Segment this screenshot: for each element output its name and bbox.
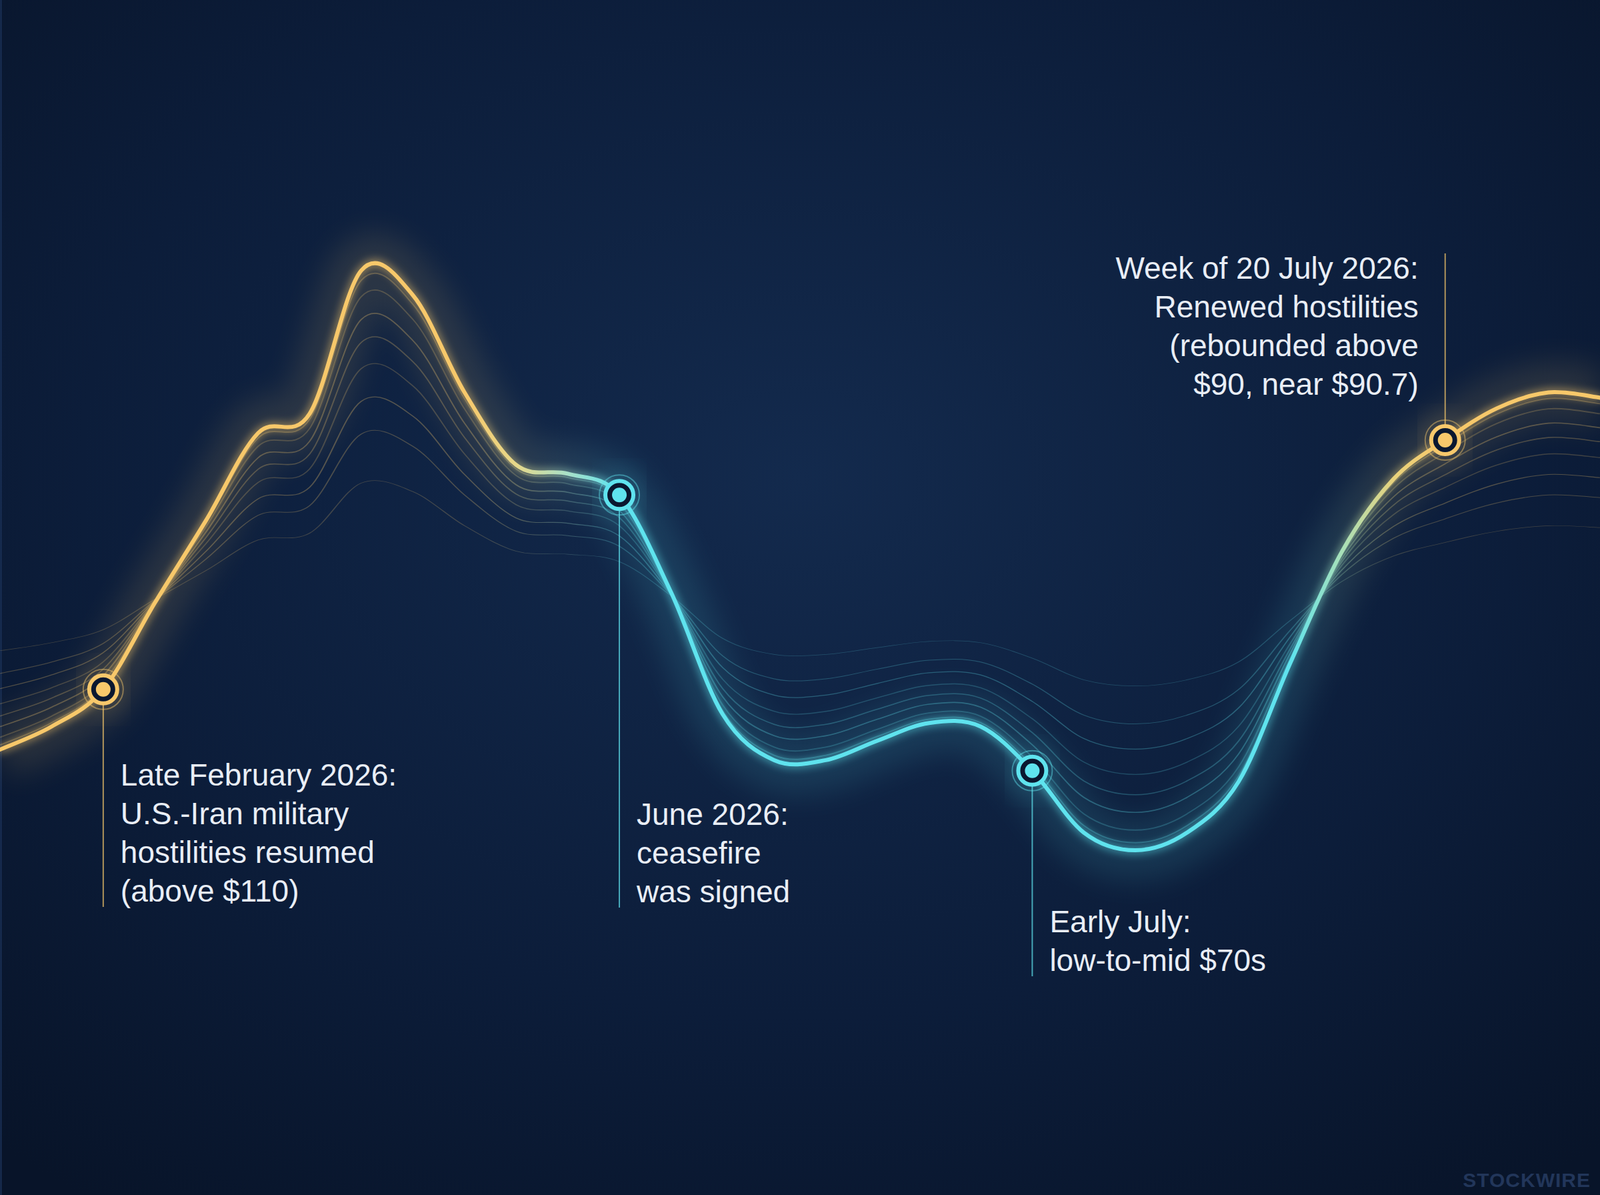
marker-halo — [599, 474, 640, 515]
marker-glow — [596, 472, 642, 518]
leader-line — [1031, 770, 1033, 976]
leader-line — [618, 494, 620, 908]
leader-line — [102, 689, 104, 907]
marker — [1431, 426, 1460, 454]
annotation-text: Week of 20 July 2026: — [1115, 250, 1418, 286]
decor-ribbon — [0, 336, 1600, 795]
annotations: Late February 2026: U.S.-Iran militaryhos… — [80, 250, 1468, 978]
decor-ribbon — [0, 273, 1600, 843]
annotation-text: U.S.-Iran military — [120, 796, 349, 831]
annotation-text: Early July: — [1049, 904, 1191, 939]
annotation-text: was signed — [636, 874, 790, 909]
decor-ribbons — [0, 263, 1600, 851]
marker-halo — [83, 669, 124, 710]
marker-glow — [1009, 748, 1055, 794]
annotation-text: June 2026: — [636, 796, 789, 832]
decor-ribbon — [0, 363, 1600, 774]
marker-halo — [1012, 750, 1052, 791]
decor-ribbon — [0, 430, 1600, 724]
price-line — [0, 263, 1600, 851]
marker-core — [1438, 432, 1453, 448]
annotation-text: $90, near $90.7) — [1193, 366, 1419, 402]
annotation-text: hostilities resumed — [120, 834, 375, 870]
y-axis-line — [0, 0, 2, 1195]
marker-core — [96, 682, 111, 697]
annotation-text: low-to-mid $70s — [1049, 942, 1266, 978]
marker — [1018, 756, 1046, 785]
marker-glow — [80, 666, 126, 712]
decor-band — [0, 263, 1600, 851]
annotation-text: Late February 2026: — [120, 757, 397, 792]
marker — [605, 480, 634, 509]
annotation-text: Renewed hostilities — [1154, 289, 1418, 324]
marker-core — [1024, 763, 1040, 778]
decor-ribbon — [0, 290, 1600, 830]
decor-ribbon — [0, 480, 1600, 686]
marker-glow — [1422, 417, 1468, 463]
marker-halo — [1425, 420, 1466, 460]
plot-area — [0, 263, 1600, 851]
annotation-text: ceasefire — [636, 835, 762, 870]
decor-ribbon — [0, 313, 1600, 812]
marker — [89, 675, 118, 704]
annotation-text: (above $110) — [120, 873, 300, 908]
annotation-text: (rebounded above — [1169, 328, 1418, 363]
decor-ribbon — [0, 396, 1600, 749]
chart: Late February 2026: U.S.-Iran militaryhos… — [0, 0, 1600, 1195]
background — [0, 0, 1600, 1195]
marker-core — [612, 487, 627, 502]
watermark: STOCKWIRE — [1462, 1168, 1591, 1191]
leader-line — [1444, 253, 1446, 440]
